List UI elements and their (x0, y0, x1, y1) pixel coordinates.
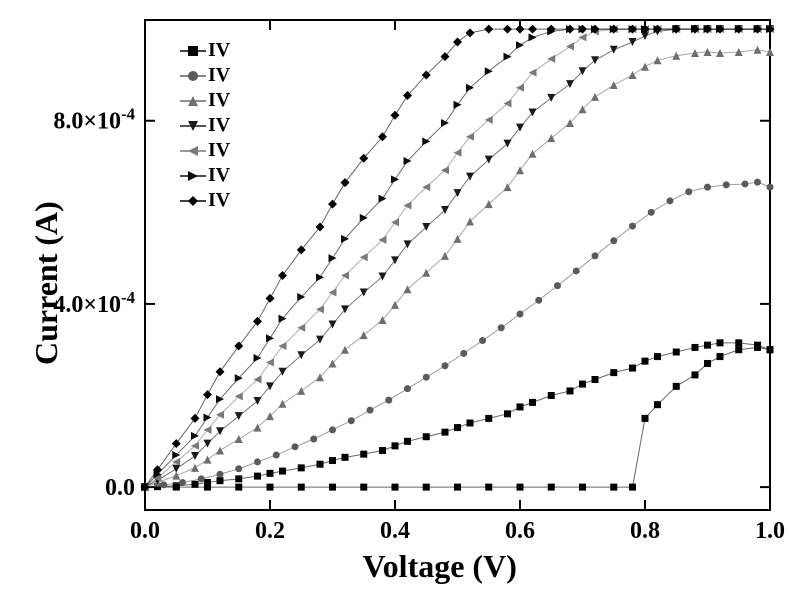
triangle-down-icon (178, 116, 208, 136)
legend-label: IV (208, 39, 230, 62)
svg-text:0.4: 0.4 (380, 518, 410, 544)
square-icon (178, 41, 208, 61)
svg-text:0.8: 0.8 (630, 518, 660, 544)
legend-item: IV (178, 38, 230, 63)
svg-text:0.0: 0.0 (105, 475, 135, 501)
y-axis-label: Current (A) (28, 201, 65, 365)
x-axis-label: Voltage (V) (363, 548, 517, 585)
svg-text:1.0: 1.0 (755, 518, 785, 544)
circle-icon (178, 66, 208, 86)
legend-label: IV (208, 64, 230, 87)
legend: IVIVIVIVIVIVIV (178, 38, 230, 213)
legend-item: IV (178, 63, 230, 88)
plot-area: 0.00.20.40.60.81.00.04.0×10-48.0×10-4 (0, 0, 789, 593)
legend-label: IV (208, 164, 230, 187)
legend-item: IV (178, 88, 230, 113)
iv-chart: 0.00.20.40.60.81.00.04.0×10-48.0×10-4 Cu… (0, 0, 789, 593)
diamond-icon (178, 191, 208, 211)
triangle-right-icon (178, 166, 208, 186)
legend-label: IV (208, 189, 230, 212)
legend-label: IV (208, 89, 230, 112)
legend-item: IV (178, 188, 230, 213)
legend-label: IV (208, 114, 230, 137)
legend-label: IV (208, 139, 230, 162)
svg-text:0.0: 0.0 (130, 518, 160, 544)
svg-text:0.6: 0.6 (505, 518, 535, 544)
triangle-up-icon (178, 91, 208, 111)
legend-item: IV (178, 163, 230, 188)
legend-item: IV (178, 113, 230, 138)
triangle-left-icon (178, 141, 208, 161)
svg-text:0.2: 0.2 (255, 518, 285, 544)
legend-item: IV (178, 138, 230, 163)
